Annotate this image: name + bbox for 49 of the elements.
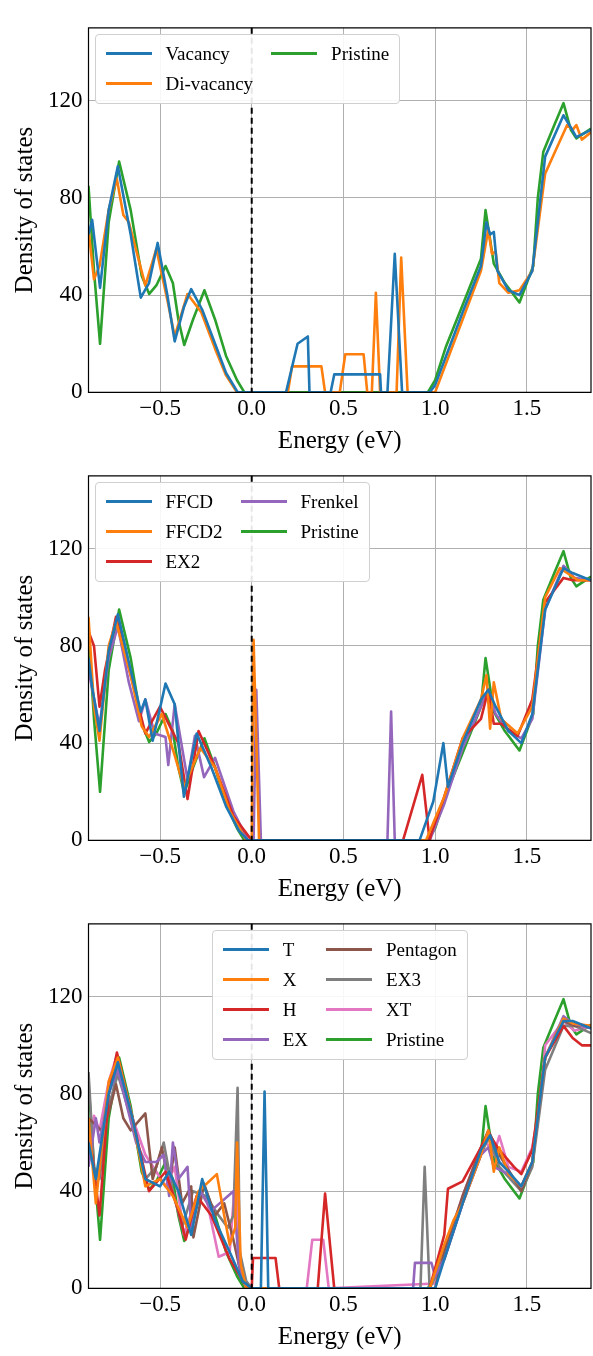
x-tick-label: −0.5 [139, 1291, 181, 1317]
legend-label: Pristine [300, 520, 359, 543]
x-tick-label: 0.0 [237, 1291, 267, 1317]
legend-label: Pristine [386, 1028, 445, 1051]
y-tick-label: 0 [71, 378, 83, 404]
x-tick-label: 1.5 [512, 843, 542, 869]
x-axis-title: Energy (eV) [277, 1321, 402, 1350]
legend-label: H [282, 998, 297, 1021]
x-tick-label: 0.0 [237, 843, 267, 869]
y-tick-label: 80 [59, 183, 83, 209]
x-tick-label: 1.0 [420, 843, 450, 869]
legend-label: T [282, 938, 295, 961]
legend-label: Vacancy [165, 42, 230, 65]
y-axis-title: Density of states [9, 574, 37, 742]
x-tick-label: 0.5 [329, 843, 358, 869]
legend-label: EX2 [165, 550, 201, 573]
x-axis-title: Energy (eV) [277, 873, 402, 902]
y-tick-label: 120 [48, 534, 83, 560]
x-tick-label: 0.0 [237, 395, 267, 421]
x-tick-label: −0.5 [139, 395, 181, 421]
x-tick-label: −0.5 [139, 843, 181, 869]
legend-label: FFCD [165, 490, 214, 513]
y-tick-label: 0 [71, 826, 83, 852]
legend-label: EX [282, 1028, 309, 1051]
y-tick-label: 80 [59, 631, 83, 657]
x-tick-label: 0.5 [329, 395, 358, 421]
x-tick-label: 1.5 [512, 395, 542, 421]
x-tick-label: 0.5 [329, 1291, 358, 1317]
legend-label: Di-vacancy [165, 72, 254, 95]
legend-label: Pentagon [386, 938, 457, 961]
y-tick-label: 40 [59, 281, 83, 307]
y-axis-title: Density of states [9, 1022, 37, 1190]
x-axis-title: Energy (eV) [277, 425, 402, 454]
y-tick-label: 0 [71, 1274, 83, 1300]
y-tick-label: 80 [59, 1079, 83, 1105]
legend-label: Pristine [331, 42, 390, 65]
legend-label: Frenkel [300, 490, 359, 513]
y-axis-title: Density of states [9, 126, 37, 294]
legend-label: XT [386, 998, 412, 1021]
y-tick-label: 120 [48, 86, 83, 112]
legend-label: FFCD2 [165, 520, 223, 543]
legend-label: EX3 [386, 968, 421, 991]
x-tick-label: 1.5 [512, 1291, 542, 1317]
y-tick-label: 40 [59, 1177, 83, 1203]
x-tick-label: 1.0 [420, 395, 450, 421]
y-tick-label: 120 [48, 982, 83, 1008]
x-tick-label: 1.0 [420, 1291, 450, 1317]
y-tick-label: 40 [59, 729, 83, 755]
legend-label: X [282, 968, 297, 991]
